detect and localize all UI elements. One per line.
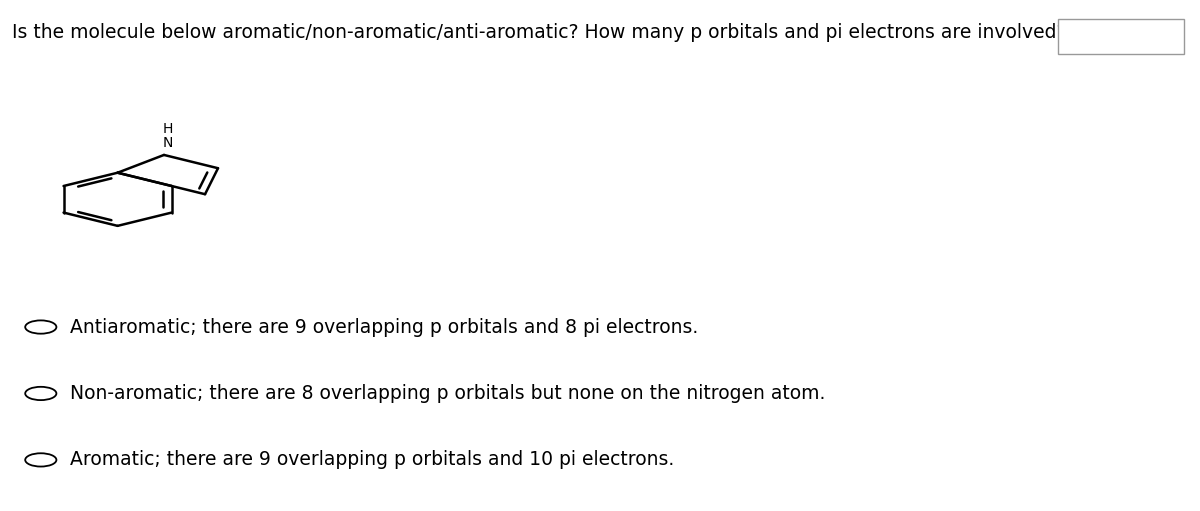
Text: H: H [162,122,173,135]
FancyBboxPatch shape [1058,19,1184,54]
Text: Non-aromatic; there are 8 overlapping p orbitals but none on the nitrogen atom.: Non-aromatic; there are 8 overlapping p … [70,384,824,403]
Text: Is the molecule below aromatic/non-aromatic/anti-aromatic? How many p orbitals a: Is the molecule below aromatic/non-aroma… [12,23,1067,42]
Text: N: N [162,136,173,150]
Text: Aromatic; there are 9 overlapping p orbitals and 10 pi electrons.: Aromatic; there are 9 overlapping p orbi… [70,450,674,470]
Text: Antiaromatic; there are 9 overlapping p orbitals and 8 pi electrons.: Antiaromatic; there are 9 overlapping p … [70,317,698,337]
